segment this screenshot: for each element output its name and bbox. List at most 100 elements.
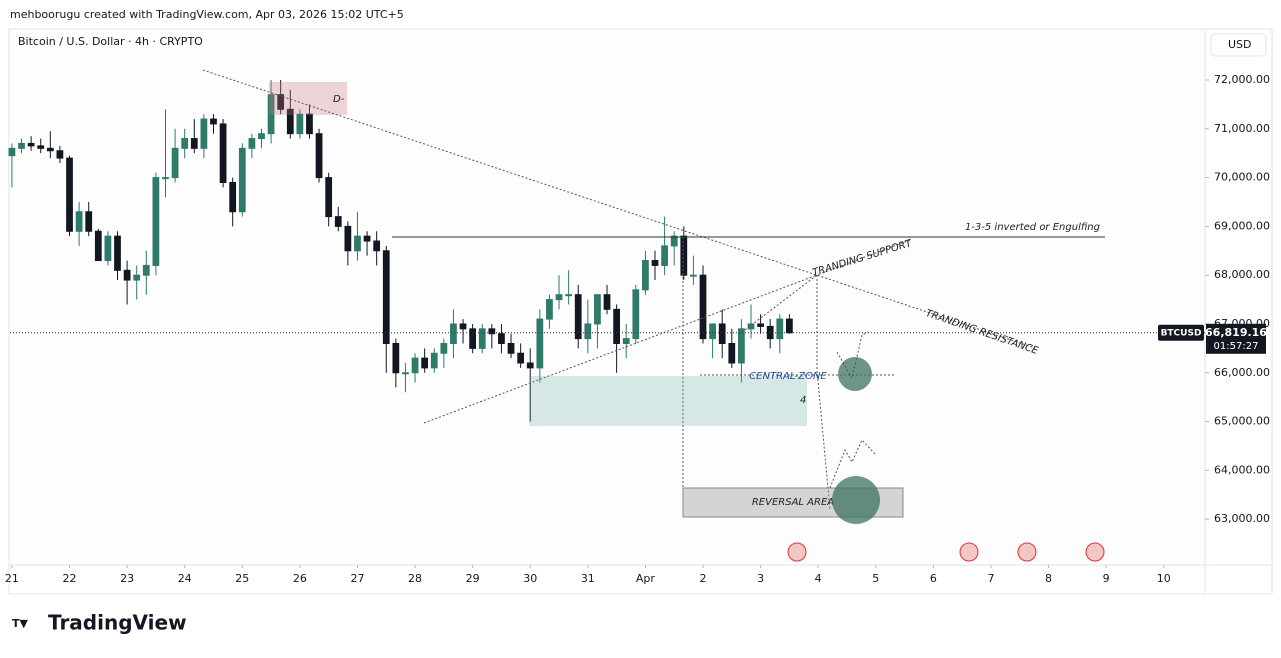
candle-body	[430, 352, 438, 369]
candle-body	[382, 250, 390, 344]
x-tick-label: 22	[63, 572, 77, 585]
candle-body	[94, 230, 102, 262]
x-tick-label: 5	[872, 572, 879, 585]
candle-body	[546, 299, 553, 320]
x-tick-label: 30	[523, 572, 537, 585]
candle-body	[248, 138, 256, 149]
y-tick-label: 65,000.00	[1214, 415, 1270, 428]
x-tick-label: 29	[466, 572, 480, 585]
candle-body	[776, 318, 784, 340]
projection	[836, 331, 869, 380]
candle-body	[18, 142, 25, 149]
y-tick-label: 68,000.00	[1214, 268, 1270, 281]
candle-body	[622, 338, 630, 344]
event-flag[interactable]	[1017, 542, 1037, 562]
candle-body	[190, 138, 198, 149]
candle-body	[37, 145, 45, 149]
x-tick-label: 8	[1045, 572, 1052, 585]
candle-body	[325, 177, 333, 218]
candle-body	[46, 147, 54, 152]
event-flag[interactable]	[959, 542, 979, 562]
candle-body	[690, 274, 697, 277]
x-tick-label: 10	[1157, 572, 1171, 585]
candle-body	[594, 294, 601, 325]
candle-body	[757, 323, 764, 327]
candle-body	[296, 113, 304, 135]
y-tick-label: 69,000.00	[1214, 219, 1270, 232]
candle-body	[421, 357, 429, 369]
candle-body	[181, 138, 189, 149]
candle-body	[229, 181, 237, 213]
candle-body	[517, 352, 525, 364]
candle-body	[142, 264, 150, 276]
projection	[829, 439, 877, 489]
candle-body	[392, 342, 400, 374]
candle-body	[766, 325, 774, 340]
candle-body	[459, 323, 467, 330]
candle-body	[286, 108, 294, 135]
candle-body	[478, 328, 486, 349]
candle-body	[488, 328, 496, 335]
logo-mark: T▼	[12, 617, 29, 630]
candle-body	[440, 342, 448, 354]
candle-body	[498, 333, 505, 344]
candle-body	[536, 318, 544, 369]
candle-body	[344, 225, 352, 252]
candle-body	[728, 342, 736, 364]
x-tick-label: 27	[350, 572, 364, 585]
x-tick-label: 3	[757, 572, 764, 585]
candle-body	[584, 323, 592, 340]
candle-body	[363, 235, 371, 242]
x-tick-label: 7	[987, 572, 994, 585]
candle-body	[315, 133, 323, 179]
candle-body	[402, 372, 409, 375]
y-tick-label: 64,000.00	[1214, 463, 1270, 476]
candle-body	[354, 235, 361, 252]
candle-body	[171, 147, 179, 179]
line-label: 1-3-5 inverted or Engulfing	[965, 222, 1100, 233]
chart-frame	[8, 28, 1273, 595]
candle-body	[603, 294, 611, 310]
x-tick-label: 26	[293, 572, 307, 585]
candle-body	[56, 150, 64, 159]
candle-body	[66, 157, 73, 232]
price-tag	[1206, 323, 1266, 354]
reversal-label: REVERSAL AREA	[752, 497, 834, 508]
target-circle	[832, 476, 880, 524]
candle-body	[680, 235, 688, 276]
event-flag[interactable]	[1085, 542, 1105, 562]
candle-body	[565, 294, 573, 297]
x-tick-label: Apr	[636, 572, 656, 585]
candle-body	[104, 235, 112, 262]
count-label: 4	[800, 395, 806, 406]
x-tick-label: 9	[1103, 572, 1110, 585]
candle-body	[507, 342, 515, 354]
zone-label: CENTRAL-ZONE	[749, 371, 827, 382]
x-tick-label: 25	[235, 572, 249, 585]
candle-body	[786, 318, 793, 334]
y-tick-label: 66,000.00	[1214, 366, 1270, 379]
currency[interactable]: USD	[1228, 38, 1252, 51]
credit: mehboorugu created with TradingView.com,…	[10, 8, 404, 21]
y-tick-label: 71,000.00	[1214, 122, 1270, 135]
candle-body	[75, 211, 83, 232]
candle-body	[114, 235, 121, 271]
logo: TradingView	[48, 611, 187, 635]
supply-label: D-	[333, 94, 345, 105]
currency-button[interactable]	[1210, 33, 1267, 57]
event-flag[interactable]	[787, 542, 807, 562]
x-tick-label: 28	[408, 572, 422, 585]
ticker-tag	[1158, 324, 1204, 341]
candle-body	[210, 118, 217, 125]
candle-body	[306, 113, 313, 135]
event-flags	[787, 542, 1105, 562]
y-tick-label: 72,000.00	[1214, 73, 1270, 86]
candle-body	[334, 216, 342, 227]
candle-body	[642, 260, 649, 291]
candle-body	[411, 357, 419, 374]
candle-body	[277, 94, 285, 110]
x-tick-label: 6	[930, 572, 937, 585]
candle-body	[123, 269, 131, 281]
candle-body	[200, 118, 208, 149]
